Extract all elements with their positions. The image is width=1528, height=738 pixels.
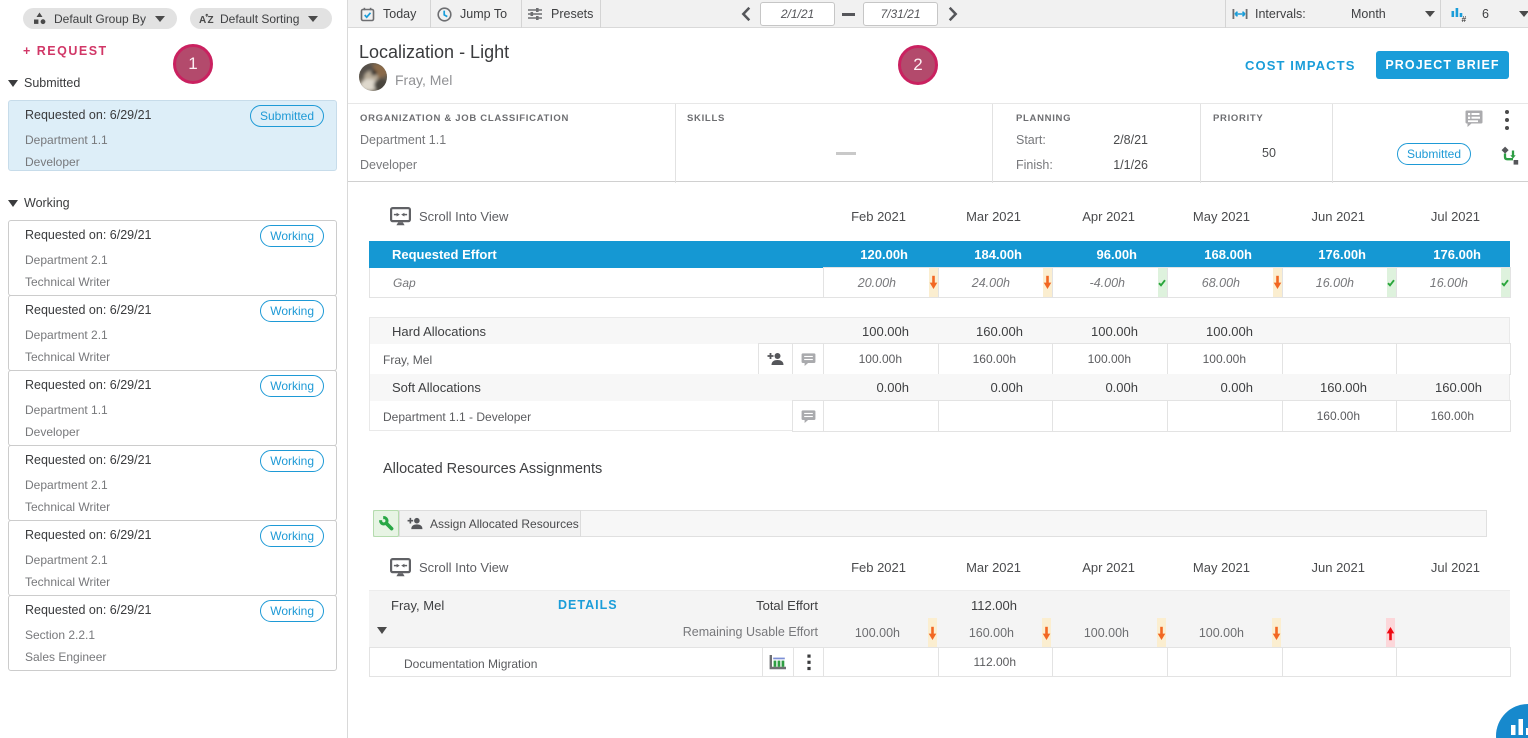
svg-text:#: # [1462,14,1467,23]
svg-text:A: A [199,15,206,25]
svg-text:Z: Z [208,15,214,25]
